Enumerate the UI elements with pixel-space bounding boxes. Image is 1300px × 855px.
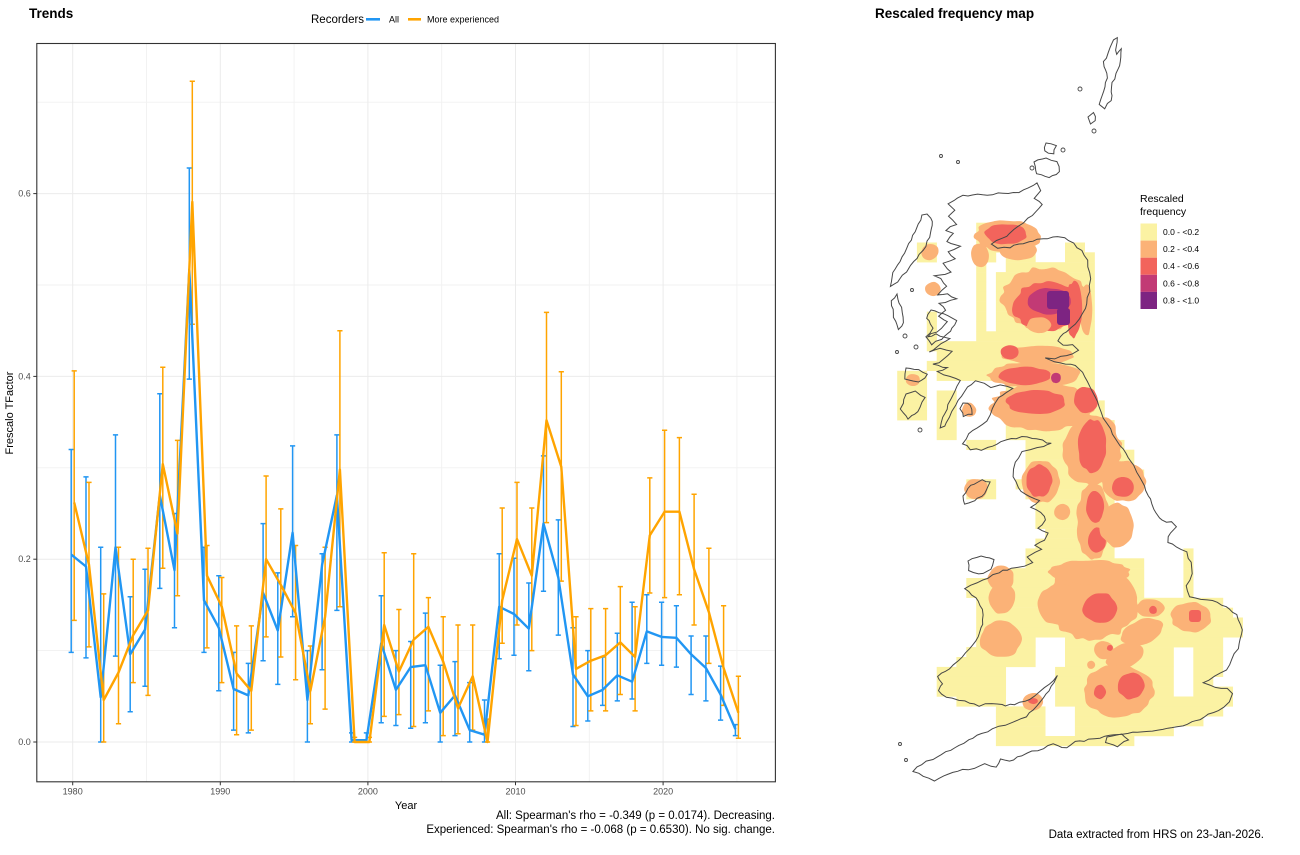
- svg-text:frequency: frequency: [1140, 206, 1187, 218]
- svg-text:More experienced: More experienced: [427, 15, 499, 25]
- svg-text:1990: 1990: [210, 786, 230, 796]
- svg-text:2010: 2010: [505, 786, 525, 796]
- svg-text:2000: 2000: [358, 786, 378, 796]
- svg-text:2020: 2020: [653, 786, 673, 796]
- svg-text:0.0: 0.0: [18, 737, 31, 747]
- svg-text:Rescaled frequency map: Rescaled frequency map: [875, 6, 1034, 21]
- svg-text:0.2 - <0.4: 0.2 - <0.4: [1163, 244, 1199, 254]
- svg-text:0.6: 0.6: [18, 189, 31, 199]
- svg-text:Recorders: Recorders: [311, 14, 364, 26]
- svg-text:0.2: 0.2: [18, 554, 31, 564]
- svg-text:All: Spearman's rho = -0.349 (: All: Spearman's rho = -0.349 (p = 0.0174…: [496, 810, 775, 822]
- svg-text:Data extracted from HRS on 23-: Data extracted from HRS on 23-Jan-2026.: [1049, 829, 1264, 841]
- svg-text:0.4 - <0.6: 0.4 - <0.6: [1163, 261, 1199, 271]
- svg-text:Experienced: Spearman's rho =: Experienced: Spearman's rho = -0.068 (p …: [426, 824, 775, 836]
- svg-text:0.6 - <0.8: 0.6 - <0.8: [1163, 278, 1199, 288]
- svg-text:Frescalo TFactor: Frescalo TFactor: [4, 371, 16, 454]
- svg-text:Rescaled: Rescaled: [1140, 193, 1184, 205]
- svg-text:0.8 - <1.0: 0.8 - <1.0: [1163, 295, 1199, 305]
- svg-text:0.0 - <0.2: 0.0 - <0.2: [1163, 227, 1199, 237]
- svg-text:All: All: [389, 15, 399, 25]
- svg-text:Trends: Trends: [29, 6, 73, 21]
- svg-text:1980: 1980: [63, 786, 83, 796]
- svg-text:Year: Year: [395, 800, 418, 812]
- svg-text:0.4: 0.4: [18, 371, 31, 381]
